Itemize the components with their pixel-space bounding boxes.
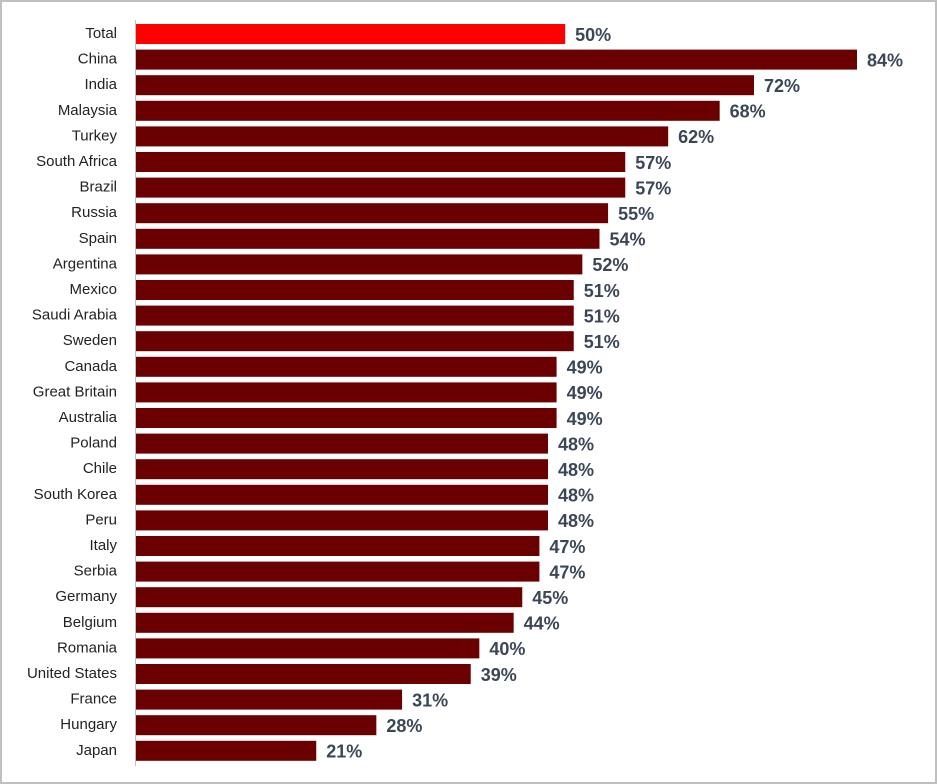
bar: [136, 203, 609, 224]
category-label: Turkey: [72, 127, 118, 144]
category-label: France: [70, 691, 117, 708]
bar: [136, 49, 857, 70]
bar: [136, 408, 557, 428]
category-label: Chile: [83, 460, 117, 477]
bar: [136, 561, 540, 582]
bar: [136, 536, 540, 556]
bar: [136, 228, 600, 249]
value-label: 57%: [635, 153, 671, 173]
bar: [136, 433, 548, 454]
category-label: Italy: [89, 537, 117, 554]
bar: [136, 126, 669, 147]
value-label: 45%: [532, 588, 568, 608]
category-label: Mexico: [69, 281, 117, 298]
value-label: 47%: [549, 537, 585, 557]
value-label: 51%: [584, 306, 620, 326]
value-label: 49%: [567, 409, 603, 429]
bar: [136, 612, 514, 633]
value-label: 39%: [481, 665, 517, 685]
bar: [136, 177, 626, 198]
value-label: 50%: [575, 25, 611, 45]
bar: [136, 331, 574, 352]
bar: [136, 382, 557, 403]
category-label: Great Britain: [33, 383, 117, 400]
category-label: Saudi Arabia: [32, 307, 118, 324]
category-label: Serbia: [74, 563, 118, 580]
category-label: Japan: [76, 742, 117, 759]
category-label: South Africa: [36, 153, 118, 170]
category-label: Canada: [64, 358, 117, 375]
bar: [136, 740, 317, 761]
bar: [136, 510, 548, 531]
value-label: 48%: [558, 434, 594, 454]
value-label: 52%: [592, 255, 628, 275]
category-label: Belgium: [63, 614, 117, 631]
category-label: India: [84, 76, 117, 93]
value-label: 55%: [618, 204, 654, 224]
value-label: 51%: [584, 332, 620, 352]
value-label: 84%: [867, 50, 903, 70]
category-label: Germany: [55, 588, 117, 605]
value-label: 31%: [412, 690, 448, 710]
category-label: Malaysia: [58, 102, 118, 119]
value-label: 49%: [567, 383, 603, 403]
category-label: South Korea: [34, 486, 118, 503]
value-label: 48%: [558, 486, 594, 506]
value-label: 21%: [326, 742, 362, 762]
bar: [136, 75, 754, 96]
value-label: 28%: [386, 716, 422, 736]
bar: [136, 24, 566, 44]
bar: [136, 638, 480, 659]
value-label: 68%: [730, 102, 766, 122]
category-label: Peru: [85, 511, 117, 528]
bar: [136, 305, 574, 326]
category-label: Australia: [59, 409, 118, 426]
category-label: Romania: [57, 639, 118, 656]
bar: [136, 254, 583, 275]
value-label: 47%: [549, 562, 585, 582]
category-label: Total: [85, 25, 117, 42]
bar: [136, 356, 557, 377]
value-label: 44%: [524, 614, 560, 634]
bar: [136, 280, 574, 300]
bar: [136, 459, 548, 480]
category-label: United States: [27, 665, 117, 682]
value-label: 51%: [584, 281, 620, 301]
value-label: 62%: [678, 127, 714, 147]
bar: [136, 664, 471, 684]
value-label: 72%: [764, 76, 800, 96]
category-label: Argentina: [53, 255, 118, 272]
value-label: 54%: [610, 230, 646, 250]
value-label: 48%: [558, 511, 594, 531]
bar: [136, 484, 548, 505]
value-label: 49%: [567, 358, 603, 378]
bar: [136, 152, 626, 172]
category-label: Sweden: [63, 332, 117, 349]
category-label: Hungary: [60, 716, 117, 733]
category-label: Russia: [71, 204, 118, 221]
category-label: Brazil: [79, 179, 117, 196]
value-label: 57%: [635, 178, 671, 198]
category-label: China: [78, 51, 118, 68]
category-label: Poland: [70, 435, 117, 452]
bar: [136, 587, 523, 608]
value-label: 40%: [489, 639, 525, 659]
bar: [136, 715, 377, 736]
category-label: Spain: [79, 230, 117, 247]
value-label: 48%: [558, 460, 594, 480]
bar: [136, 689, 403, 710]
bar: [136, 100, 720, 121]
